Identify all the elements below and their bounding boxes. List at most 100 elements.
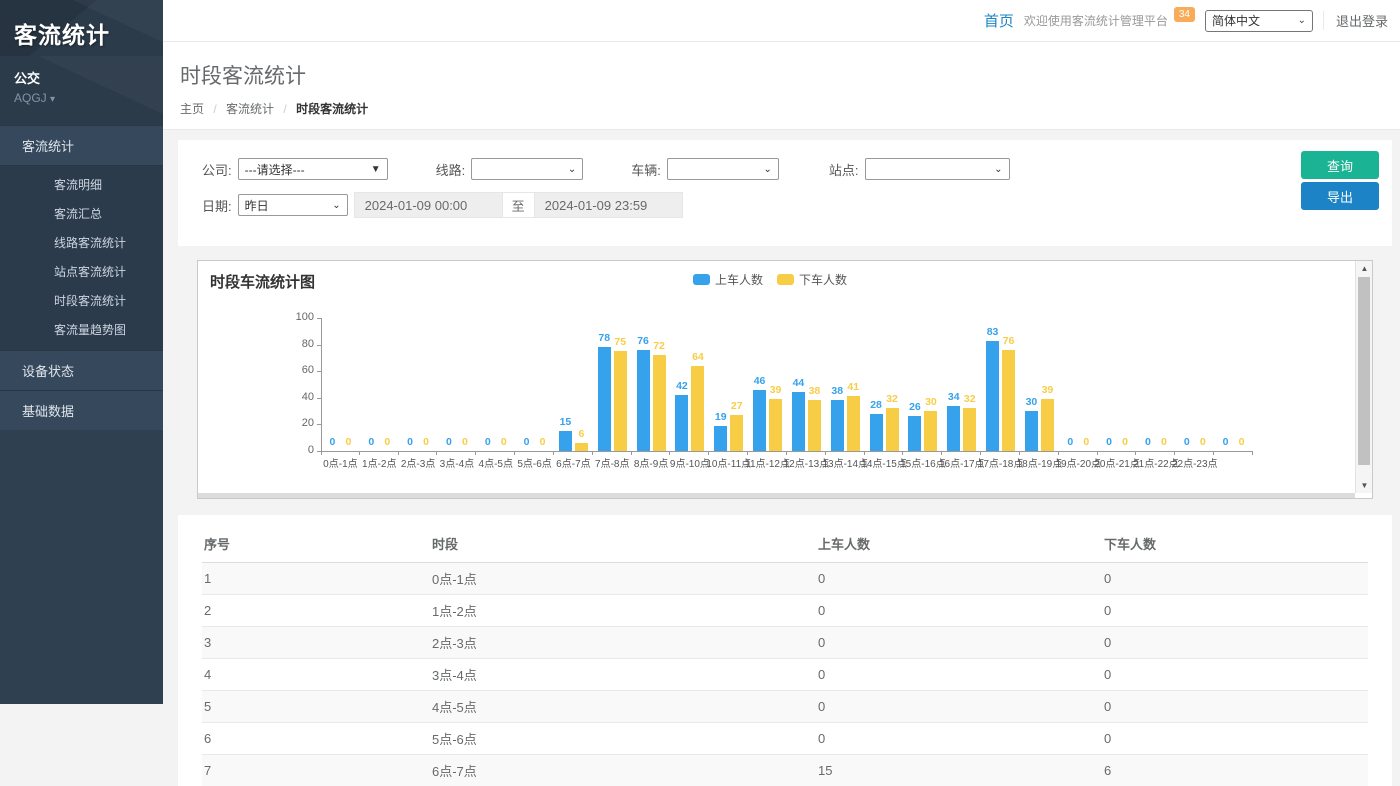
bar-value-label: 0 <box>1145 436 1151 448</box>
scroll-up-icon[interactable]: ▲ <box>1356 261 1373 276</box>
x-axis-label: 9点-10点 <box>670 455 710 470</box>
bar-value-label: 15 <box>560 416 572 428</box>
sidebar-item-5[interactable]: 客流量趋势图 <box>0 315 163 344</box>
chart-horizontal-scrollbar[interactable] <box>198 493 1355 498</box>
company-select[interactable]: ---请选择--- ▼ <box>238 158 388 180</box>
y-axis-label: 60 <box>280 364 314 376</box>
bar-value-label: 6 <box>578 428 584 440</box>
scrollbar-thumb[interactable] <box>1358 277 1370 465</box>
bar-value-label: 32 <box>886 393 898 405</box>
logout-link[interactable]: 退出登录 <box>1323 11 1388 30</box>
bar-value-label: 0 <box>501 436 507 448</box>
query-button[interactable]: 查询 <box>1301 151 1379 179</box>
sidebar-section-passenger-stats[interactable]: 客流统计 <box>0 125 163 165</box>
language-select[interactable]: 简体中文 ⌄ <box>1205 10 1313 32</box>
bar-value-label: 64 <box>692 351 704 363</box>
bar-value-label: 32 <box>964 393 976 405</box>
bar: 30 <box>1025 411 1038 451</box>
org-name: 公交 <box>14 68 149 87</box>
line-select[interactable]: ⌄ <box>471 158 583 180</box>
col-header-period: 时段 <box>430 525 816 563</box>
chevron-down-icon: ⌄ <box>994 164 1002 175</box>
sidebar-item-0[interactable]: 客流明细 <box>0 170 163 199</box>
chart-vertical-scrollbar[interactable]: ▲ ▼ <box>1355 261 1372 493</box>
y-axis-label: 20 <box>280 417 314 429</box>
x-axis-label: 8点-9点 <box>634 455 668 470</box>
bar-value-label: 78 <box>598 332 610 344</box>
bar-value-label: 38 <box>831 385 843 397</box>
sidebar-section-base-data[interactable]: 基础数据 <box>0 390 163 430</box>
sidebar-section-device-status[interactable]: 设备状态 <box>0 350 163 390</box>
bar: 27 <box>730 415 743 451</box>
breadcrumb-home[interactable]: 主页 <box>180 102 204 116</box>
topbar: 首页 欢迎使用客流统计管理平台 34 简体中文 ⌄ 退出登录 <box>163 0 1400 42</box>
bar-value-label: 0 <box>1083 436 1089 448</box>
welcome-text: 欢迎使用客流统计管理平台 <box>1024 12 1168 29</box>
bar: 32 <box>886 408 899 451</box>
bar-value-label: 0 <box>1106 436 1112 448</box>
page-title: 时段客流统计 <box>180 60 1400 90</box>
date-from-input[interactable]: 2024-01-09 00:00 <box>354 192 503 218</box>
bar: 38 <box>808 400 821 451</box>
vehicle-select[interactable]: ⌄ <box>667 158 779 180</box>
y-axis-label: 80 <box>280 338 314 350</box>
bar: 76 <box>637 350 650 451</box>
date-preset-select[interactable]: 昨日 ⌄ <box>238 194 348 216</box>
bar-value-label: 30 <box>925 396 937 408</box>
app-brand: 客流统计 <box>0 0 163 56</box>
breadcrumb-section[interactable]: 客流统计 <box>226 102 274 116</box>
bar: 39 <box>1041 399 1054 451</box>
bar-value-label: 28 <box>870 399 882 411</box>
x-axis-label: 7点-8点 <box>595 455 629 470</box>
chevron-down-icon: ⌄ <box>1298 15 1306 26</box>
x-axis-label: 4点-5点 <box>479 455 513 470</box>
sidebar-item-2[interactable]: 线路客流统计 <box>0 228 163 257</box>
bar: 75 <box>614 351 627 451</box>
station-select[interactable]: ⌄ <box>865 158 1010 180</box>
content: 公司: ---请选择--- ▼ 线路: ⌄ 车辆: ⌄ 站点: <box>163 130 1400 786</box>
bar-value-label: 0 <box>1200 436 1206 448</box>
bar: 64 <box>691 366 704 451</box>
scroll-down-icon[interactable]: ▼ <box>1356 478 1373 493</box>
sidebar-submenu: 客流明细客流汇总线路客流统计站点客流统计时段客流统计客流量趋势图 <box>0 165 163 350</box>
bar: 26 <box>908 416 921 451</box>
bar-value-label: 44 <box>793 377 805 389</box>
dropdown-arrow-icon: ▼ <box>371 164 381 175</box>
x-axis-label: 2点-3点 <box>401 455 435 470</box>
org-code-dropdown[interactable]: AQGJ ▾ <box>14 91 149 105</box>
bar: 46 <box>753 390 766 451</box>
bar: 78 <box>598 347 611 451</box>
sidebar-item-3[interactable]: 站点客流统计 <box>0 257 163 286</box>
bar: 28 <box>870 414 883 451</box>
bar: 39 <box>769 399 782 451</box>
export-button[interactable]: 导出 <box>1301 182 1379 210</box>
sidebar-item-1[interactable]: 客流汇总 <box>0 199 163 228</box>
sidebar-item-4[interactable]: 时段客流统计 <box>0 286 163 315</box>
bar-value-label: 0 <box>407 436 413 448</box>
bar: 19 <box>714 426 727 451</box>
home-link[interactable]: 首页 <box>984 10 1014 31</box>
date-to-input[interactable]: 2024-01-09 23:59 <box>534 192 683 218</box>
notification-badge: 34 <box>1174 7 1195 22</box>
date-range-separator: 至 <box>503 192 534 218</box>
